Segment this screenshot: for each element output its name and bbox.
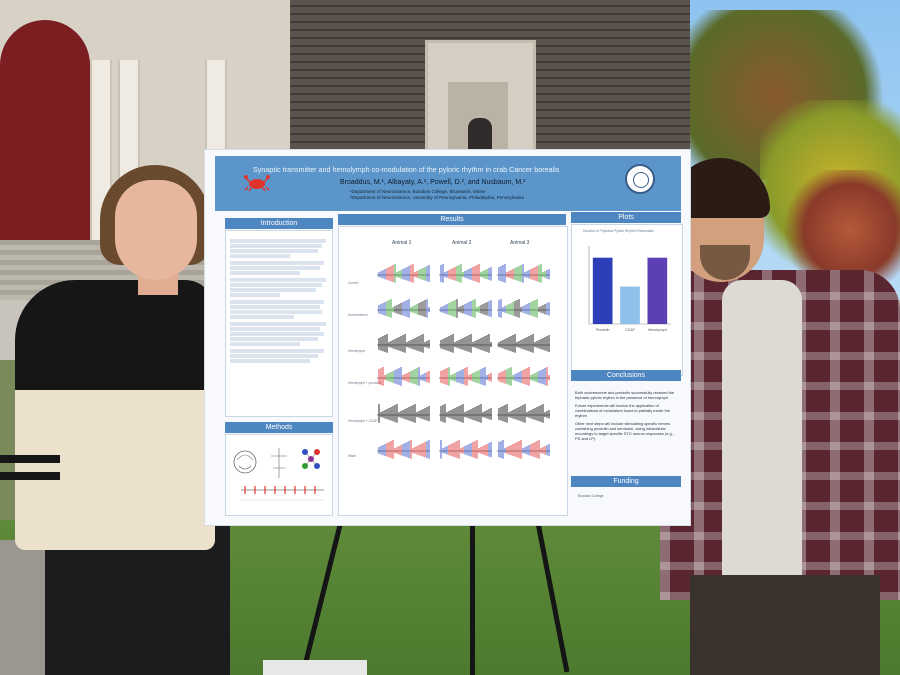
trace-2-0 — [377, 334, 430, 353]
plot-category-label: Proctolin — [596, 328, 610, 332]
affiliation-1: ¹Department of Neuroscience, Bowdoin Col… — [350, 189, 486, 194]
trace-4-0 — [377, 404, 430, 423]
university-seal-icon — [625, 164, 655, 194]
person-left-face — [115, 180, 197, 280]
plot-category-label: Hemolymph — [648, 328, 667, 332]
plot-bar — [647, 257, 668, 324]
trace-1-0 — [377, 299, 430, 318]
animal-2-label: Animal 2 — [452, 240, 472, 246]
poster-authors: Broaddus, M.¹, Albayaty, A.¹, Powell, D.… — [340, 179, 526, 186]
trace-0-1 — [439, 264, 492, 283]
conclusion-item: Future experiments will involve the appl… — [575, 403, 670, 418]
trace-3-2 — [497, 367, 550, 386]
plot-bar — [620, 286, 640, 324]
results-header: Results — [338, 214, 566, 225]
trace-5-0 — [377, 440, 430, 459]
conclusion-item: Other next steps will include stimulatin… — [575, 421, 674, 441]
plots-header: Plots — [571, 212, 681, 223]
affiliation-2: ²Department of Neuroscience, University … — [350, 195, 524, 200]
poster-title: Synaptic transmitter and hemolymph co-mo… — [253, 165, 560, 174]
row-label: Control — [348, 281, 359, 285]
methods-header: Methods — [225, 422, 333, 433]
trace-0-2 — [497, 264, 550, 283]
research-poster: Synaptic transmitter and hemolymph co-mo… — [205, 150, 690, 525]
trace-0-0 — [377, 264, 430, 283]
intro-text — [230, 238, 330, 366]
person-left-pants — [45, 525, 230, 675]
trace-4-1 — [439, 404, 492, 423]
conclusions-list: Both oxotremorine and proctolin successf… — [575, 390, 677, 444]
easel-leg — [470, 515, 475, 675]
conclusion-item: Both oxotremorine and proctolin successf… — [575, 390, 675, 400]
row-label: Hemolymph + CCAP — [348, 419, 378, 423]
box — [263, 660, 367, 675]
trace-2-1 — [439, 334, 492, 353]
row-label: Wash — [348, 454, 357, 458]
trace-1-2 — [497, 299, 550, 318]
row-label: Decentralized — [348, 313, 368, 317]
plot-bar — [592, 257, 613, 324]
methods-diagram-icon — [233, 448, 324, 501]
trace-1-1 — [439, 299, 492, 318]
trace-3-0 — [377, 367, 430, 386]
plot-axes — [588, 246, 671, 325]
poster-banner — [215, 156, 681, 211]
row-label: Hemolymph — [348, 349, 366, 353]
trace-2-2 — [497, 334, 550, 353]
row-label: Hemolymph + proctolin — [348, 381, 381, 385]
animal-3-label: Animal 3 — [510, 240, 530, 246]
funding-header: Funding — [571, 476, 681, 487]
funding-text: Bowdoin College — [578, 494, 604, 498]
plot-title: Duration of Triphasic Pyloric Rhythm Res… — [583, 229, 655, 233]
conclusions-header: Conclusions — [571, 370, 681, 381]
person-right-pants — [690, 575, 880, 675]
trace-4-2 — [497, 404, 550, 423]
bar-plot: Proctolin CCAP Hemolymph — [588, 246, 671, 332]
red-arch — [0, 20, 90, 240]
trace-5-2 — [497, 440, 550, 459]
animal-1-label: Animal 1 — [392, 240, 412, 246]
recording-traces — [377, 264, 550, 459]
trace-5-1 — [439, 440, 492, 459]
crab-logo-icon — [244, 175, 270, 192]
intro-header: Introduction — [225, 218, 333, 229]
trace-3-1 — [439, 367, 492, 386]
plot-category-label: CCAP — [625, 328, 635, 332]
person-right-tshirt — [722, 280, 802, 585]
results-box — [338, 226, 568, 516]
